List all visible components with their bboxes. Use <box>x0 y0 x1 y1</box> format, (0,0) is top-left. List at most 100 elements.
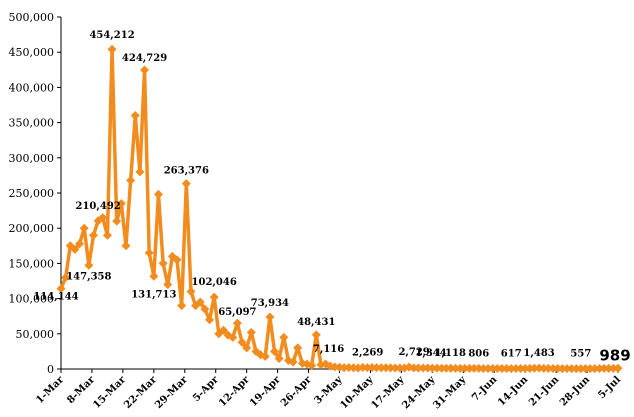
data-point <box>135 167 145 177</box>
data-point <box>172 255 182 265</box>
data-label: 2,729 <box>398 347 429 358</box>
data-point <box>311 330 321 340</box>
x-tick-label: 12-Apr <box>217 374 252 409</box>
data-point <box>571 364 581 374</box>
x-tick-label: 14-Jun <box>496 374 531 409</box>
data-point <box>460 363 470 373</box>
x-tick-label: 21-Jun <box>527 374 562 409</box>
y-tick-label: 250,000 <box>9 187 55 200</box>
data-point <box>102 230 112 240</box>
data-point <box>590 364 600 374</box>
data-label: 114,144 <box>33 292 78 303</box>
data-point <box>242 343 252 353</box>
data-point <box>195 297 205 307</box>
data-point <box>88 230 98 240</box>
y-tick-label: 400,000 <box>9 81 55 94</box>
data-point <box>432 363 442 373</box>
data-point <box>307 360 317 370</box>
data-point <box>604 363 614 373</box>
data-label: 210,492 <box>76 201 121 212</box>
data-point <box>613 363 623 373</box>
data-point <box>423 363 433 373</box>
data-label: 1,344 <box>415 348 446 359</box>
data-point <box>543 363 553 373</box>
x-tick-label: 28-Jun <box>558 374 593 409</box>
data-point <box>395 363 405 373</box>
data-label: 263,376 <box>164 166 209 177</box>
data-point <box>594 364 604 374</box>
data-point <box>567 364 577 374</box>
data-point <box>144 248 154 258</box>
x-tick-label: 7-Jun <box>470 374 500 404</box>
data-point <box>581 364 591 374</box>
data-label: 454,212 <box>89 30 134 41</box>
y-tick-label: 450,000 <box>9 46 55 59</box>
y-tick-label: 100,000 <box>9 293 55 306</box>
data-point <box>98 213 108 223</box>
data-point <box>70 244 80 254</box>
data-point <box>181 179 191 189</box>
data-point <box>274 353 284 363</box>
data-point <box>562 364 572 374</box>
data-point <box>427 363 437 373</box>
data-point <box>163 280 173 290</box>
y-tick-label: 150,000 <box>9 257 55 270</box>
data-label: 102,046 <box>192 277 237 288</box>
y-tick-label: 50,000 <box>16 328 55 341</box>
data-point <box>502 364 512 374</box>
data-point <box>362 363 372 373</box>
data-label: 989 <box>599 346 630 364</box>
data-point <box>576 364 586 374</box>
x-tick-label: 22-Mar <box>122 374 159 411</box>
x-tick-label: 29-Mar <box>153 374 190 411</box>
data-point <box>130 111 140 121</box>
y-tick-label: 300,000 <box>9 152 55 165</box>
data-point <box>539 363 549 373</box>
data-point <box>140 65 150 75</box>
y-tick-label: 350,000 <box>9 117 55 130</box>
data-point <box>511 364 521 374</box>
data-point <box>381 363 391 373</box>
series-polyline <box>59 47 619 371</box>
data-point <box>153 189 163 199</box>
data-point <box>265 312 275 322</box>
x-tick-label: 31-May <box>431 374 469 412</box>
x-tick-label: 26-Apr <box>279 374 314 409</box>
data-point <box>158 258 168 268</box>
data-point <box>279 332 289 342</box>
data-point <box>413 363 423 373</box>
data-point <box>149 271 159 281</box>
data-point <box>409 363 419 373</box>
data-point <box>209 292 219 302</box>
data-label: 147,358 <box>66 271 111 282</box>
data-point <box>84 260 94 270</box>
data-point <box>437 363 447 373</box>
data-label: 557 <box>570 349 591 360</box>
data-point <box>520 363 530 373</box>
data-point <box>112 216 122 226</box>
data-point <box>260 351 270 361</box>
data-point <box>288 357 298 367</box>
data-point <box>516 364 526 374</box>
data-point <box>557 364 567 374</box>
data-point <box>497 364 507 374</box>
data-label: 617 <box>501 349 522 360</box>
data-point <box>367 363 377 373</box>
data-label: 424,729 <box>122 53 167 64</box>
data-label: 7,116 <box>313 344 344 355</box>
x-tick-label: 5-Jul <box>596 374 623 401</box>
data-point <box>548 364 558 374</box>
data-point <box>455 363 465 373</box>
data-point <box>451 363 461 373</box>
x-tick-label: 1-Mar <box>34 374 66 406</box>
data-point <box>441 363 451 373</box>
y-tick-label: 500,000 <box>9 11 55 24</box>
series-line <box>56 44 623 374</box>
data-point <box>237 337 247 347</box>
data-label: 1,118 <box>435 348 466 359</box>
data-point <box>469 363 479 373</box>
data-point <box>418 363 428 373</box>
data-point <box>474 363 484 373</box>
